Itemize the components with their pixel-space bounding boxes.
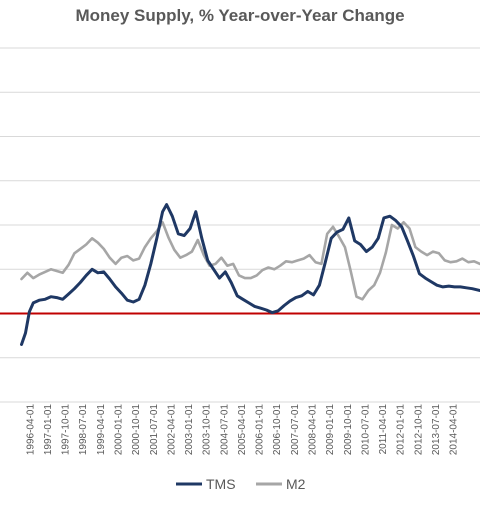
x-tick-label: 1996-04-01: [25, 404, 36, 456]
x-tick-label: 2010-07-01: [360, 404, 371, 456]
x-tick-label: 1999-04-01: [96, 404, 107, 456]
x-tick-label: 2008-04-01: [308, 404, 319, 456]
x-tick-label: 2012-10-01: [413, 404, 424, 456]
x-tick-label: 2012-01-01: [396, 404, 407, 456]
x-tick-label: 2005-04-01: [237, 404, 248, 456]
x-axis-tick-labels: 1996-04-01 1997-01-01 1997-10-01 1998-07-01…: [25, 404, 459, 456]
x-tick-label: 1997-10-01: [61, 404, 72, 456]
legend: TMS M2: [176, 476, 306, 492]
x-tick-label: 2003-01-01: [184, 404, 195, 456]
gridlines: [0, 47, 480, 403]
x-tick-label: 2009-10-01: [343, 404, 354, 456]
x-tick-label: 2003-10-01: [202, 404, 213, 456]
series-line-m2: [20, 221, 480, 301]
x-tick-label: 2001-07-01: [149, 404, 160, 456]
x-tick-label: 2013-07-01: [431, 404, 442, 456]
x-tick-label: 2006-10-01: [272, 404, 283, 456]
x-tick-label: 2000-10-01: [131, 404, 142, 456]
x-tick-label: 2002-04-01: [166, 404, 177, 456]
x-tick-label: 1998-07-01: [78, 404, 89, 456]
x-tick-label: 2009-01-01: [325, 404, 336, 456]
legend-label-tms: TMS: [206, 476, 236, 492]
x-tick-label: 2011-04-01: [378, 404, 389, 455]
x-tick-label: 2006-01-01: [255, 404, 266, 456]
x-tick-label: 2014-04-01: [449, 404, 460, 456]
x-tick-label: 2000-01-01: [114, 404, 125, 456]
x-tick-label: 1997-01-01: [43, 404, 54, 456]
series-lines: [20, 203, 480, 346]
x-tick-label: 2007-07-01: [290, 404, 301, 456]
x-tick-label: 2004-07-01: [219, 404, 230, 456]
series-line-tms: [20, 203, 480, 346]
chart-title: Money Supply, % Year-over-Year Change: [75, 6, 405, 25]
legend-label-m2: M2: [286, 476, 306, 492]
